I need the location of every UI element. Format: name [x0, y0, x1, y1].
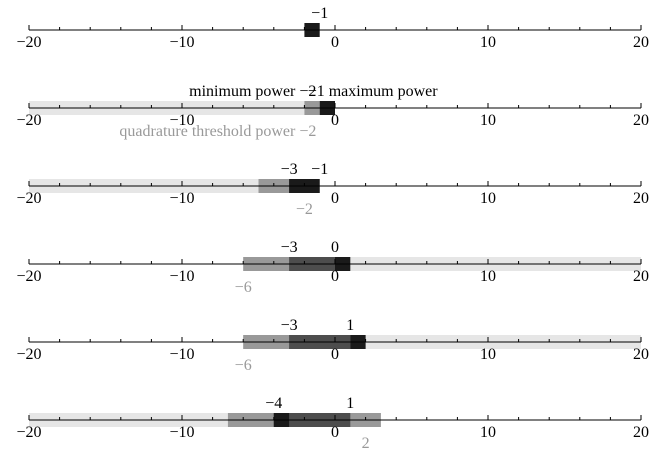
- row-4-tick-label: −10: [169, 268, 194, 285]
- row-1-tick-label: 10: [480, 34, 496, 51]
- row-6-tick-label: 10: [480, 424, 496, 441]
- row-4-bottom-label: −6: [235, 279, 252, 296]
- row-2-top-label: minimum power −2: [189, 83, 316, 100]
- row-6-tick-label: 0: [331, 424, 339, 441]
- row-3-top-label: −1: [311, 161, 328, 178]
- row-2-bottom-label: quadrature threshold power −2: [119, 123, 316, 140]
- row-3-tick-label: −10: [169, 190, 194, 207]
- row-6-tick-label: −20: [16, 424, 41, 441]
- row-5-top-label: −3: [281, 317, 298, 334]
- row-3-top-label: −3: [281, 161, 298, 178]
- row-1-tick-label: 20: [633, 34, 649, 51]
- row-4-tick-label: 0: [331, 268, 339, 285]
- row-4-top-label: −3: [281, 239, 298, 256]
- row-3-tick-label: −20: [16, 190, 41, 207]
- row-4-top-label: 0: [331, 239, 339, 256]
- row-3-tick-label: 0: [331, 190, 339, 207]
- row-5-tick-label: 20: [633, 346, 649, 363]
- row-5-tick-label: −10: [169, 346, 194, 363]
- row-4-tick-label: 10: [480, 268, 496, 285]
- row-4-tick-label: 20: [633, 268, 649, 285]
- row-1-tick-label: −10: [169, 34, 194, 51]
- row-5-bottom-label: −6: [235, 357, 252, 374]
- row-4-tick-label: −20: [16, 268, 41, 285]
- row-1-tick-label: −20: [16, 34, 41, 51]
- row-2-tick-label: −10: [169, 112, 194, 129]
- row-3-bottom-label: −2: [296, 201, 313, 218]
- row-3-tick-label: 10: [480, 190, 496, 207]
- row-2-top-label: −1 maximum power: [308, 83, 439, 100]
- row-2-tick-label: 20: [633, 112, 649, 129]
- row-6-tick-label: 20: [633, 424, 649, 441]
- row-2-tick-label: 10: [480, 112, 496, 129]
- row-1-top-label: −1: [311, 5, 328, 22]
- row-5-top-label: 1: [346, 317, 354, 334]
- row-6-top-label: 1: [346, 395, 354, 412]
- row-3-tick-label: 20: [633, 190, 649, 207]
- row-5-tick-label: 10: [480, 346, 496, 363]
- row-6-top-label: −4: [265, 395, 282, 412]
- row-6-bottom-label: 2: [362, 435, 370, 452]
- row-1-tick-label: 0: [331, 34, 339, 51]
- row-2-tick-label: −20: [16, 112, 41, 129]
- row-5-tick-label: 0: [331, 346, 339, 363]
- row-2-tick-label: 0: [331, 112, 339, 129]
- row-6-tick-label: −10: [169, 424, 194, 441]
- row-5-tick-label: −20: [16, 346, 41, 363]
